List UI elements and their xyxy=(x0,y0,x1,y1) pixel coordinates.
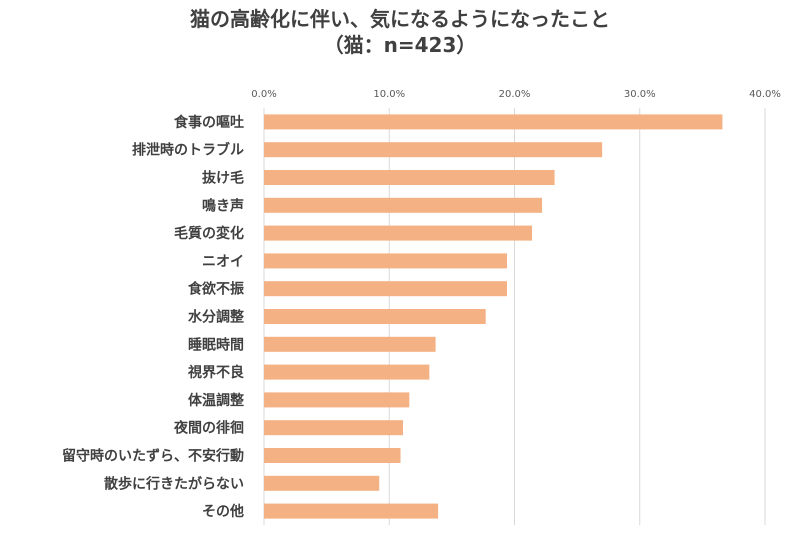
category-label: ニオイ xyxy=(202,254,244,270)
bar xyxy=(264,447,401,464)
bar xyxy=(264,475,380,491)
category-label: 毛質の変化 xyxy=(174,225,244,242)
x-tick-label: 20.0% xyxy=(499,89,531,100)
category-label: 夜間の徘徊 xyxy=(173,420,244,437)
bar xyxy=(264,392,410,408)
bar xyxy=(264,225,533,241)
x-tick-label: 40.0% xyxy=(749,89,781,100)
category-label: 食欲不振 xyxy=(188,281,244,298)
category-label: 排泄時のトラブル xyxy=(132,142,244,159)
chart-title: 猫の高齢化に伴い、気になるようになったこと xyxy=(190,7,610,31)
bar xyxy=(264,169,555,186)
bar xyxy=(264,114,723,130)
category-label: その他 xyxy=(202,503,244,520)
bar xyxy=(264,197,543,213)
x-tick-label: 10.0% xyxy=(373,89,405,100)
category-label: 散歩に行きたがらない xyxy=(104,475,244,492)
bar xyxy=(264,253,507,269)
bar xyxy=(264,364,430,380)
category-label: 水分調整 xyxy=(188,309,245,326)
bar xyxy=(264,336,436,352)
bar xyxy=(264,142,603,158)
category-label: 睡眠時間 xyxy=(188,336,244,353)
category-label: 食事の嘔吐 xyxy=(174,114,244,131)
chart-subtitle: （猫：n=423） xyxy=(323,33,477,57)
bar xyxy=(264,420,404,436)
bar xyxy=(264,503,439,519)
category-label: 抜け毛 xyxy=(202,170,244,187)
category-label: 鳴き声 xyxy=(202,197,244,214)
category-label: 留守時のいたずら、不安行動 xyxy=(62,448,244,465)
bar xyxy=(264,308,486,325)
category-label: 視界不良 xyxy=(187,364,244,381)
bar xyxy=(264,281,507,297)
x-tick-label: 30.0% xyxy=(624,89,656,100)
x-tick-label: 0.0% xyxy=(251,89,276,100)
chart-title-block: 猫の高齢化に伴い、気になるようになったこと （猫：n=423） xyxy=(0,6,800,58)
category-label: 体温調整 xyxy=(188,392,245,409)
